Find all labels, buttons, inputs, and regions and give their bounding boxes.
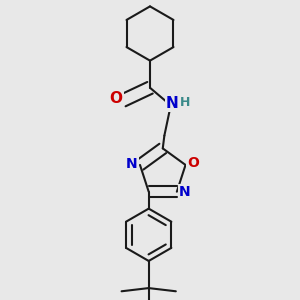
Text: O: O — [188, 156, 200, 170]
Text: H: H — [180, 96, 190, 109]
Text: N: N — [126, 157, 138, 171]
Text: O: O — [110, 92, 122, 106]
Text: N: N — [179, 185, 190, 199]
Text: N: N — [166, 96, 179, 111]
